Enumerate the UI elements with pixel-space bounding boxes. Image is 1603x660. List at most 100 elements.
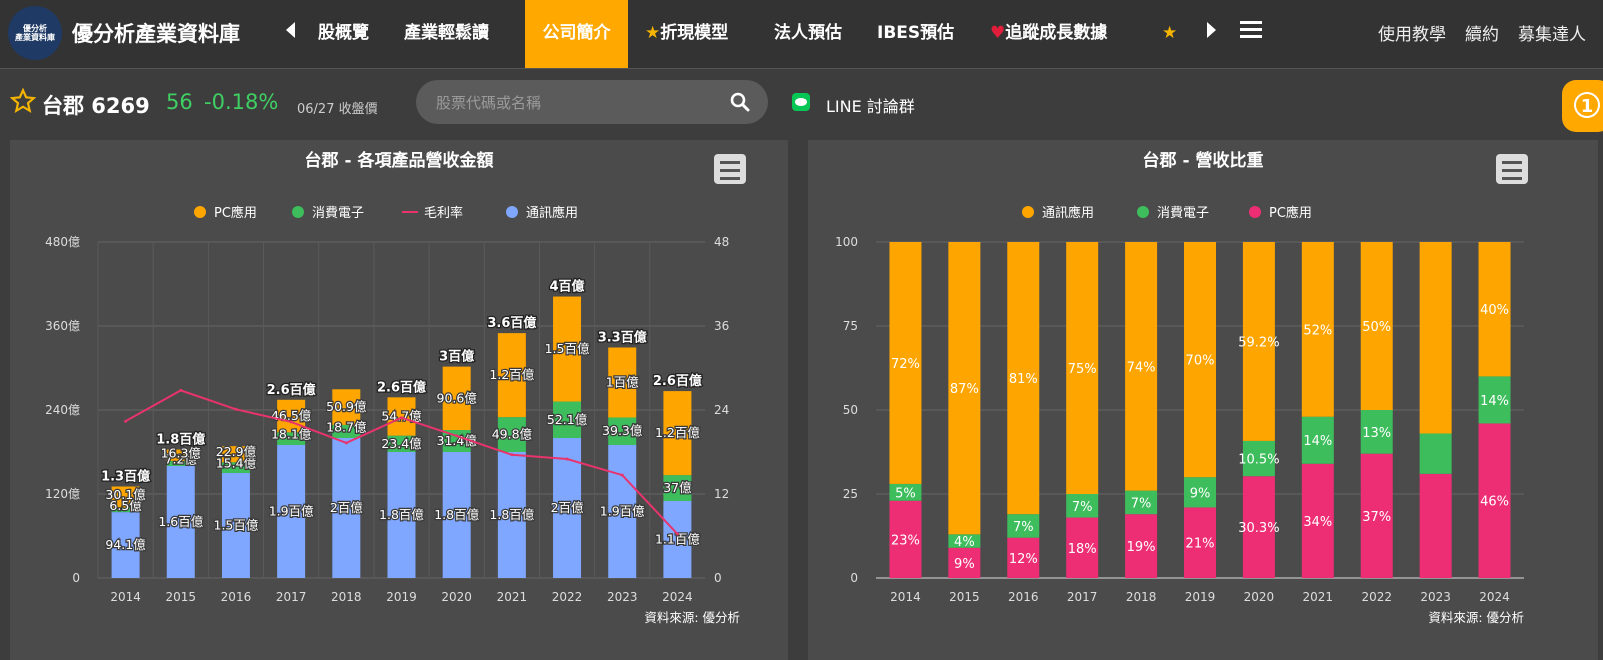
chart-menu-icon[interactable] [714, 154, 746, 184]
data-label: 23% [891, 533, 920, 548]
bar-pc [221, 446, 250, 463]
bar-consumer [332, 424, 361, 438]
data-label: 52% [1303, 323, 1332, 338]
search-input[interactable] [434, 91, 718, 115]
y-tick-label: 240億 [45, 403, 80, 417]
data-label: 30.1億 [105, 487, 146, 502]
x-tick-label: 2016 [1008, 590, 1039, 604]
x-tick-label: 2019 [1185, 590, 1216, 604]
y2-tick-label: 36 [714, 319, 729, 333]
bar-consumer-share [948, 534, 981, 548]
legend-item: PC應用 [214, 205, 257, 221]
line-app-icon[interactable] [792, 93, 810, 111]
x-tick-label: 2023 [1420, 590, 1451, 604]
nav-item-more[interactable]: ★ [1162, 0, 1177, 68]
x-tick-label: 2019 [386, 590, 417, 604]
nav-scroll-left-icon[interactable] [286, 22, 295, 38]
bar-consumer-share [1007, 514, 1040, 538]
legend-item: 毛利率 [424, 205, 463, 221]
bar-comm-share [1419, 242, 1452, 434]
data-label: 1.2百億 [655, 425, 700, 440]
data-label: 14% [1303, 434, 1332, 449]
star-icon: ★ [645, 23, 661, 43]
nav-item-institutional-forecast[interactable]: 法人預估 [774, 0, 842, 68]
data-label: 1.8百億 [434, 507, 479, 522]
brand-title[interactable]: 優分析產業資料庫 [72, 22, 240, 46]
total-label: 2.6百億 [377, 379, 426, 395]
bar-consumer [387, 435, 416, 452]
bar-consumer-share [1125, 490, 1158, 515]
recruit-link[interactable]: 募集達人 [1518, 25, 1586, 45]
nav-item-label: 產業輕鬆讀 [404, 23, 489, 43]
bar-comm [277, 445, 306, 578]
data-label: 90.6億 [437, 390, 478, 405]
y-tick-label: 0 [850, 571, 858, 585]
data-label: 40% [1480, 303, 1509, 318]
star-icon: ★ [1162, 23, 1178, 43]
y-tick-label: 120億 [45, 487, 80, 501]
data-label: 13% [1362, 426, 1391, 441]
bar-comm-share [948, 242, 981, 535]
legend-item: PC應用 [1269, 205, 1312, 221]
bar-consumer-share [1184, 477, 1216, 508]
nav-item-industry-read[interactable]: 產業輕鬆讀 [404, 0, 489, 68]
nav-item-ibes-forecast[interactable]: IBES預估 [877, 0, 954, 68]
nav-item-company-profile[interactable]: 公司簡介 [525, 0, 628, 68]
nav-item-label: 股概覽 [318, 23, 369, 43]
nav-item-growth-tracking[interactable]: ♥追蹤成長數據 [990, 0, 1107, 68]
data-label: 74% [1127, 360, 1156, 375]
data-label: 7.2億 [165, 451, 198, 466]
data-label: 2百億 [551, 500, 584, 515]
chart-menu-icon[interactable] [1496, 154, 1528, 184]
favorite-star-icon[interactable] [10, 88, 36, 114]
legend-dot-marker [1022, 206, 1034, 218]
bar-consumer-share [1242, 440, 1275, 477]
data-label: 52.1億 [547, 412, 588, 427]
data-label: 30.3% [1238, 521, 1279, 536]
stock-price: 56 [166, 90, 193, 114]
bar-comm [111, 512, 140, 578]
data-label: 12% [1009, 552, 1038, 567]
data-label: 1.5百億 [214, 518, 259, 533]
data-label: 34% [1303, 515, 1332, 530]
top-navigation-bar: 優分析 產業資料庫 優分析產業資料庫 股概覽 產業輕鬆讀 公司簡介 ★折現模型 … [0, 0, 1603, 69]
nav-item-stock-overview[interactable]: 股概覽 [318, 0, 369, 68]
nav-item-dcf-model[interactable]: ★折現模型 [645, 0, 728, 68]
x-tick-label: 2023 [607, 590, 638, 604]
data-label: 18% [1068, 542, 1097, 557]
tutorial-link[interactable]: 使用教學 [1378, 25, 1446, 45]
gross-margin-point [565, 457, 569, 461]
data-label: 1百億 [606, 374, 639, 389]
notification-badge[interactable]: 1 [1562, 80, 1603, 132]
bar-comm-share [1360, 242, 1393, 410]
line-group-link[interactable]: LINE 討論群 [826, 97, 915, 116]
data-label: 7% [1013, 520, 1034, 535]
renew-link[interactable]: 續約 [1465, 25, 1499, 45]
y-tick-label: 75 [843, 319, 858, 333]
logo[interactable]: 優分析 產業資料庫 [8, 6, 62, 60]
x-tick-label: 2018 [1126, 590, 1157, 604]
legend-item: 通訊應用 [1042, 205, 1094, 221]
search-icon[interactable] [730, 92, 750, 112]
data-label: 21% [1186, 537, 1215, 552]
data-label: 75% [1068, 362, 1097, 377]
nav-scroll-right-icon[interactable] [1207, 22, 1216, 38]
y-tick-label: 0 [72, 571, 80, 585]
x-tick-label: 2017 [1067, 590, 1098, 604]
bar-pc [332, 389, 361, 425]
y2-tick-label: 48 [714, 235, 729, 249]
bar-pc [111, 486, 140, 508]
bar-consumer [608, 417, 637, 445]
bar-pc-share [889, 500, 922, 578]
bar-pc [553, 296, 582, 402]
bar-pc-share [1242, 476, 1275, 578]
hamburger-menu-icon[interactable] [1240, 21, 1262, 39]
bar-consumer-share [1301, 416, 1334, 464]
bar-pc-share [1066, 517, 1099, 578]
gross-margin-point [179, 388, 183, 392]
bar-pc-share [1478, 423, 1511, 578]
legend-dot-marker [292, 206, 304, 218]
data-label: 1.8百億 [489, 507, 534, 522]
bar-consumer [497, 417, 526, 452]
